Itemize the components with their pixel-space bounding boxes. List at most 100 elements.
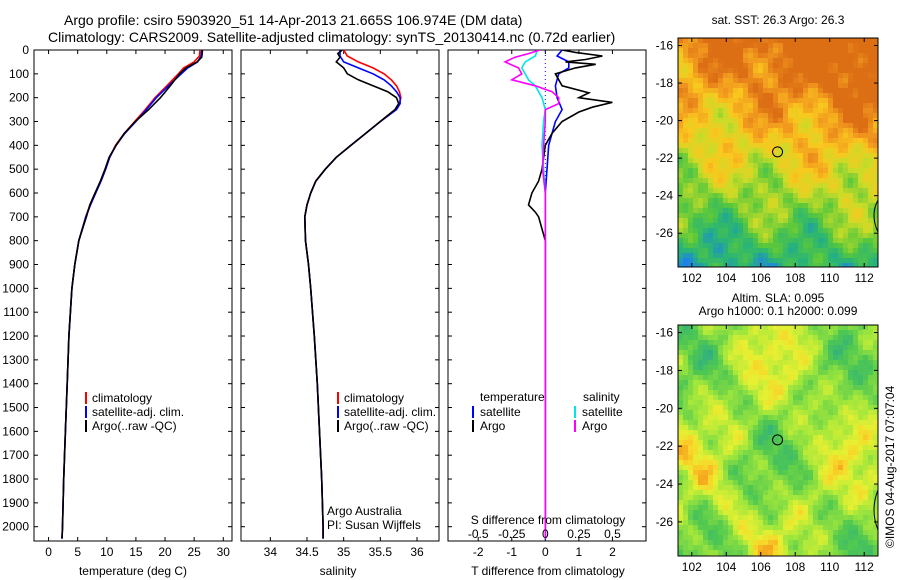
map-cell — [728, 410, 734, 416]
map-cell — [688, 335, 694, 341]
map-cell — [683, 530, 689, 536]
map-cell — [778, 238, 784, 244]
map-cell — [753, 485, 759, 491]
map-cell — [753, 415, 759, 421]
map-cell — [868, 485, 874, 491]
map-cell — [728, 450, 734, 456]
map-cell — [693, 98, 699, 104]
map-cell — [838, 505, 844, 511]
map-cell — [823, 238, 829, 244]
map-cell — [843, 410, 849, 416]
map-cell — [783, 58, 789, 64]
map-cell — [718, 98, 724, 104]
map-cell — [713, 123, 719, 129]
map-cell — [758, 208, 764, 214]
map-cell — [848, 435, 854, 441]
map-cell — [813, 93, 819, 99]
map-cell — [828, 455, 834, 461]
map-cell — [678, 168, 684, 174]
map-cell — [833, 118, 839, 124]
map-cell — [683, 78, 689, 84]
map-cell — [798, 208, 804, 214]
map-cell — [793, 183, 799, 189]
map-cell — [703, 390, 709, 396]
map-cell — [868, 48, 874, 54]
map-cell — [813, 253, 819, 259]
map-cell — [773, 263, 779, 267]
map-cell — [793, 340, 799, 346]
map-cell — [773, 158, 779, 164]
map-cell — [848, 143, 854, 149]
map-cell — [693, 183, 699, 189]
map-cell — [853, 48, 859, 54]
map-cell — [693, 420, 699, 426]
map-cell — [868, 183, 874, 189]
map-cell — [833, 88, 839, 94]
map-cell — [803, 88, 809, 94]
map-cell — [748, 138, 754, 144]
map-cell — [723, 355, 729, 361]
map-cell — [678, 53, 684, 59]
map-cell — [713, 63, 719, 69]
map-cell — [848, 325, 854, 331]
map-cell — [843, 420, 849, 426]
map-cell — [698, 475, 704, 481]
map-cell — [873, 535, 878, 541]
map-cell — [803, 325, 809, 331]
map-cell — [768, 340, 774, 346]
map-cell — [838, 78, 844, 84]
map-cell — [733, 520, 739, 526]
map-cell — [683, 375, 689, 381]
map-cell — [828, 325, 834, 331]
map-cell — [708, 178, 714, 184]
map-cell — [738, 445, 744, 451]
map-cell — [703, 400, 709, 406]
map-cell — [828, 470, 834, 476]
map-cell — [868, 370, 874, 376]
map-cell — [753, 365, 759, 371]
map-cell — [743, 440, 749, 446]
map-cell — [873, 208, 878, 214]
sla-map-axes: 102 104 106 108 110 112-16-18-20-22-24-26 — [656, 325, 878, 574]
map-cell — [838, 178, 844, 184]
map-cell — [678, 365, 684, 371]
map-cell — [718, 143, 724, 149]
map-cell — [733, 188, 739, 194]
map-cell — [753, 253, 759, 259]
map-cell — [773, 550, 779, 556]
map-cell — [818, 113, 824, 119]
map-cell — [798, 93, 804, 99]
map-cell — [833, 263, 839, 267]
map-cell — [823, 335, 829, 341]
map-cell — [738, 223, 744, 229]
map-cell — [678, 540, 684, 546]
map-cell — [803, 425, 809, 431]
map-cell — [763, 400, 769, 406]
map-cell — [723, 410, 729, 416]
map-cell — [713, 395, 719, 401]
map-cell — [733, 475, 739, 481]
map-cell — [828, 213, 834, 219]
map-cell — [793, 253, 799, 259]
map-cell — [803, 188, 809, 194]
map-cell — [833, 495, 839, 501]
map-cell — [693, 400, 699, 406]
map-cell — [698, 440, 704, 446]
map-cell — [768, 370, 774, 376]
map-cell — [868, 490, 874, 496]
map-cell — [868, 138, 874, 144]
map-cell — [748, 218, 754, 224]
map-cell — [768, 88, 774, 94]
map-cell — [703, 238, 709, 244]
map-cell — [793, 455, 799, 461]
map-cell — [728, 400, 734, 406]
map-cell — [713, 365, 719, 371]
map-cell — [813, 475, 819, 481]
map-cell — [738, 450, 744, 456]
map-cell — [758, 475, 764, 481]
map-cell — [843, 545, 849, 551]
map-cell — [853, 153, 859, 159]
map-cell — [848, 163, 854, 169]
map-cell — [853, 238, 859, 244]
map-cell — [738, 440, 744, 446]
